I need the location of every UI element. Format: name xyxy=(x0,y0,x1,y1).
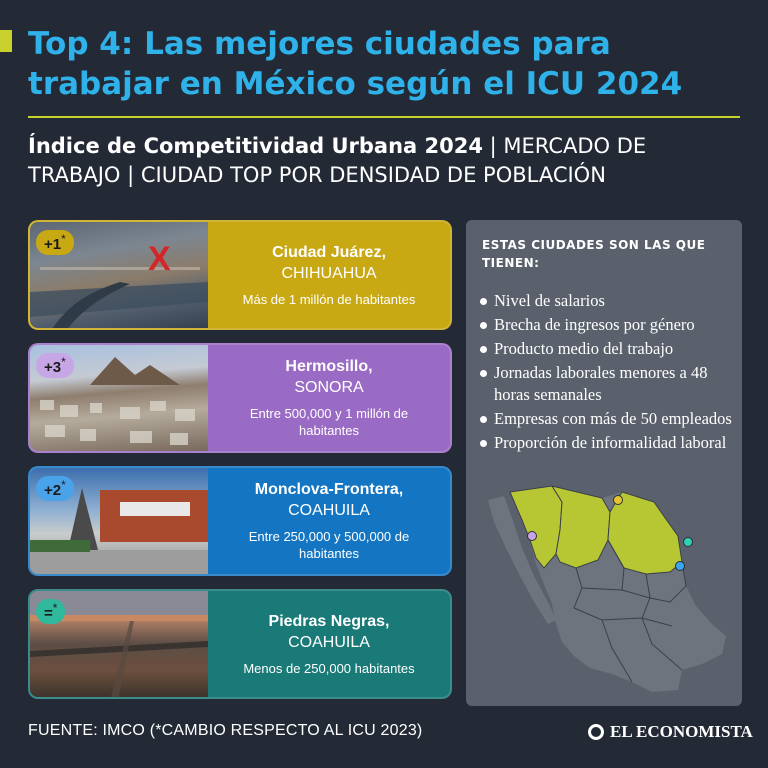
mexico-map xyxy=(488,485,726,692)
population-range: Menos de 250,000 habitantes xyxy=(243,660,415,676)
city-card-piedras-negras: =* Piedras Negras, COAHUILA Menos de 250… xyxy=(28,589,452,699)
state-name: CHIHUAHUA xyxy=(281,264,377,282)
marker-ciudad-juarez xyxy=(613,495,623,505)
city-photo-monclova-frontera: +2* xyxy=(30,468,208,574)
logo-mark-icon xyxy=(588,724,604,740)
state-borders xyxy=(573,539,687,683)
panel-heading: ESTAS CIUDADES SON LAS QUE TIENEN: xyxy=(482,238,706,270)
criteria-list: Nivel de salarios Brecha de ingresos por… xyxy=(480,290,736,456)
accent-bar xyxy=(0,30,12,52)
criteria-panel: ESTAS CIUDADES SON LAS QUE TIENEN: Nivel… xyxy=(466,220,742,706)
population-range: Más de 1 millón de habitantes xyxy=(242,291,416,307)
x-landmark-icon: X xyxy=(148,240,171,278)
divider xyxy=(28,116,740,118)
city-info: Hermosillo, SONORA Entre 500,000 y 1 mil… xyxy=(208,345,450,451)
city-card-ciudad-juarez: X +1* Ciudad Juárez, CHIHUAHUA Más de 1 … xyxy=(28,220,452,330)
city-card-hermosillo: +3* Hermosillo, SONORA Entre 500,000 y 1… xyxy=(28,343,452,453)
page-title: Top 4: Las mejores ciudades para trabaja… xyxy=(28,26,683,102)
state-name: SONORA xyxy=(294,379,364,396)
city-info: Piedras Negras, COAHUILA Menos de 250,00… xyxy=(208,591,450,697)
list-item: Nivel de salarios xyxy=(480,290,736,312)
city-name: Monclova-Frontera, xyxy=(254,481,404,498)
photo-illustration xyxy=(40,357,195,445)
page-subtitle: Índice de Competitividad Urbana 2024 | M… xyxy=(28,132,740,190)
source-note: FUENTE: IMCO (*CAMBIO RESPECTO AL ICU 20… xyxy=(28,722,423,739)
list-item: Jornadas laborales menores a 48 horas se… xyxy=(480,362,736,406)
logo-text: EL ECONOMISTA xyxy=(610,722,753,741)
rank-change-badge: =* xyxy=(36,599,66,624)
rank-change-badge: +2* xyxy=(36,476,74,501)
marker-hermosillo xyxy=(527,531,537,541)
city-info: Ciudad Juárez, CHIHUAHUA Más de 1 millón… xyxy=(208,222,450,328)
state-name: COAHUILA xyxy=(288,502,370,519)
city-name: Piedras Negras, xyxy=(268,612,390,630)
state-name: COAHUILA xyxy=(288,633,370,651)
rank-change-badge: +1* xyxy=(36,230,74,255)
list-item: Empresas con más de 50 empleados xyxy=(480,408,736,430)
baja-california-shape xyxy=(488,496,556,624)
city-name: Hermosillo, xyxy=(285,358,373,375)
city-card-monclova-frontera: +2* Monclova-Frontera, COAHUILA Entre 25… xyxy=(28,466,452,576)
population-range: Entre 500,000 y 1 millón de habitantes xyxy=(249,406,409,438)
list-item: Proporción de informalidad laboral xyxy=(480,432,736,454)
city-photo-piedras-negras: =* xyxy=(30,591,208,697)
rank-change-badge: +3* xyxy=(36,353,74,378)
city-photo-ciudad-juarez: X +1* xyxy=(30,222,208,328)
subtitle-rest: | MERCADO DE TRABAJO | CIUDAD TOP POR DE… xyxy=(28,134,647,187)
population-range: Entre 250,000 y 500,000 de habitantes xyxy=(248,529,410,561)
photo-illustration: X xyxy=(30,240,208,328)
city-info: Monclova-Frontera, COAHUILA Entre 250,00… xyxy=(208,468,450,574)
publisher-logo: EL ECONOMISTA xyxy=(588,722,753,742)
subtitle-bold: Índice de Competitividad Urbana 2024 xyxy=(28,134,483,158)
marker-monclova-frontera xyxy=(675,561,685,571)
city-photo-hermosillo: +3* xyxy=(30,345,208,451)
city-name: Ciudad Juárez, xyxy=(272,243,386,261)
photo-illustration xyxy=(30,488,208,574)
marker-piedras-negras xyxy=(683,537,693,547)
list-item: Brecha de ingresos por género xyxy=(480,314,736,336)
list-item: Producto medio del trabajo xyxy=(480,338,736,360)
